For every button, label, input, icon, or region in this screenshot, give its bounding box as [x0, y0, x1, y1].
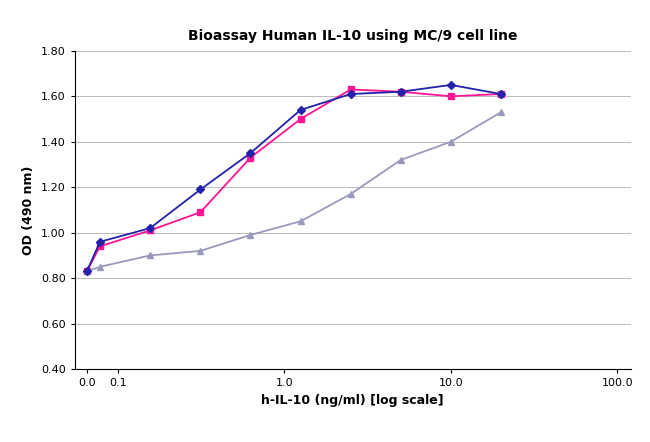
Human IL-10; PeproTech, Inc; Cat# 200-10 — [96, 239, 104, 244]
Human IL-10; PeproTech, Inc; Cat# AF-200-10 — [83, 269, 91, 274]
Human IL-10; PeproTech, Inc; Cat# AF-200-10 — [246, 155, 254, 160]
Human IL-10; PeproTech, Inc; Cat# AF-200-10 — [447, 94, 455, 99]
Human IL-10; PeproTech, Inc; Cat# 200-10 — [296, 107, 304, 113]
Human IL-10; PeproTech, Inc; Cat# AF-200-10 — [296, 116, 304, 122]
Human IL-10; PeproTech, Inc; Cat# AF-200-10 — [96, 244, 104, 249]
Human IL-10; WHO Standard; Catt# 93/722 — [346, 191, 354, 197]
Human IL-10; WHO Standard; Catt# 93/722 — [196, 248, 204, 254]
Line: Human IL-10; PeproTech, Inc; Cat# 200-10: Human IL-10; PeproTech, Inc; Cat# 200-10 — [84, 82, 504, 274]
Human IL-10; WHO Standard; Catt# 93/722 — [246, 232, 254, 238]
Human IL-10; PeproTech, Inc; Cat# 200-10 — [447, 82, 455, 88]
X-axis label: h-IL-10 (ng/ml) [log scale]: h-IL-10 (ng/ml) [log scale] — [261, 394, 444, 407]
Human IL-10; PeproTech, Inc; Cat# 200-10 — [196, 187, 204, 192]
Y-axis label: OD (490 nm): OD (490 nm) — [22, 165, 35, 255]
Human IL-10; PeproTech, Inc; Cat# AF-200-10 — [346, 87, 354, 92]
Human IL-10; PeproTech, Inc; Cat# AF-200-10 — [196, 210, 204, 215]
Human IL-10; WHO Standard; Catt# 93/722 — [96, 264, 104, 270]
Human IL-10; PeproTech, Inc; Cat# 200-10 — [397, 89, 405, 95]
Line: Human IL-10; PeproTech, Inc; Cat# AF-200-10: Human IL-10; PeproTech, Inc; Cat# AF-200… — [83, 86, 504, 275]
Human IL-10; WHO Standard; Catt# 93/722 — [397, 157, 405, 163]
Human IL-10; WHO Standard; Catt# 93/722 — [83, 269, 91, 274]
Human IL-10; WHO Standard; Catt# 93/722 — [497, 110, 505, 115]
Human IL-10; PeproTech, Inc; Cat# 200-10 — [497, 91, 505, 97]
Human IL-10; PeproTech, Inc; Cat# AF-200-10 — [397, 89, 405, 95]
Line: Human IL-10; WHO Standard; Catt# 93/722: Human IL-10; WHO Standard; Catt# 93/722 — [83, 109, 504, 275]
Human IL-10; PeproTech, Inc; Cat# AF-200-10 — [497, 91, 505, 97]
Human IL-10; PeproTech, Inc; Cat# 200-10 — [83, 269, 91, 274]
Human IL-10; PeproTech, Inc; Cat# 200-10 — [146, 225, 154, 231]
Human IL-10; WHO Standard; Catt# 93/722 — [146, 253, 154, 258]
Title: Bioassay Human IL-10 using MC/9 cell line: Bioassay Human IL-10 using MC/9 cell lin… — [188, 29, 517, 43]
Human IL-10; PeproTech, Inc; Cat# AF-200-10 — [146, 228, 154, 233]
Human IL-10; WHO Standard; Catt# 93/722 — [296, 219, 304, 224]
Human IL-10; PeproTech, Inc; Cat# 200-10 — [246, 150, 254, 156]
Human IL-10; WHO Standard; Catt# 93/722 — [447, 139, 455, 145]
Human IL-10; PeproTech, Inc; Cat# 200-10 — [346, 91, 354, 97]
